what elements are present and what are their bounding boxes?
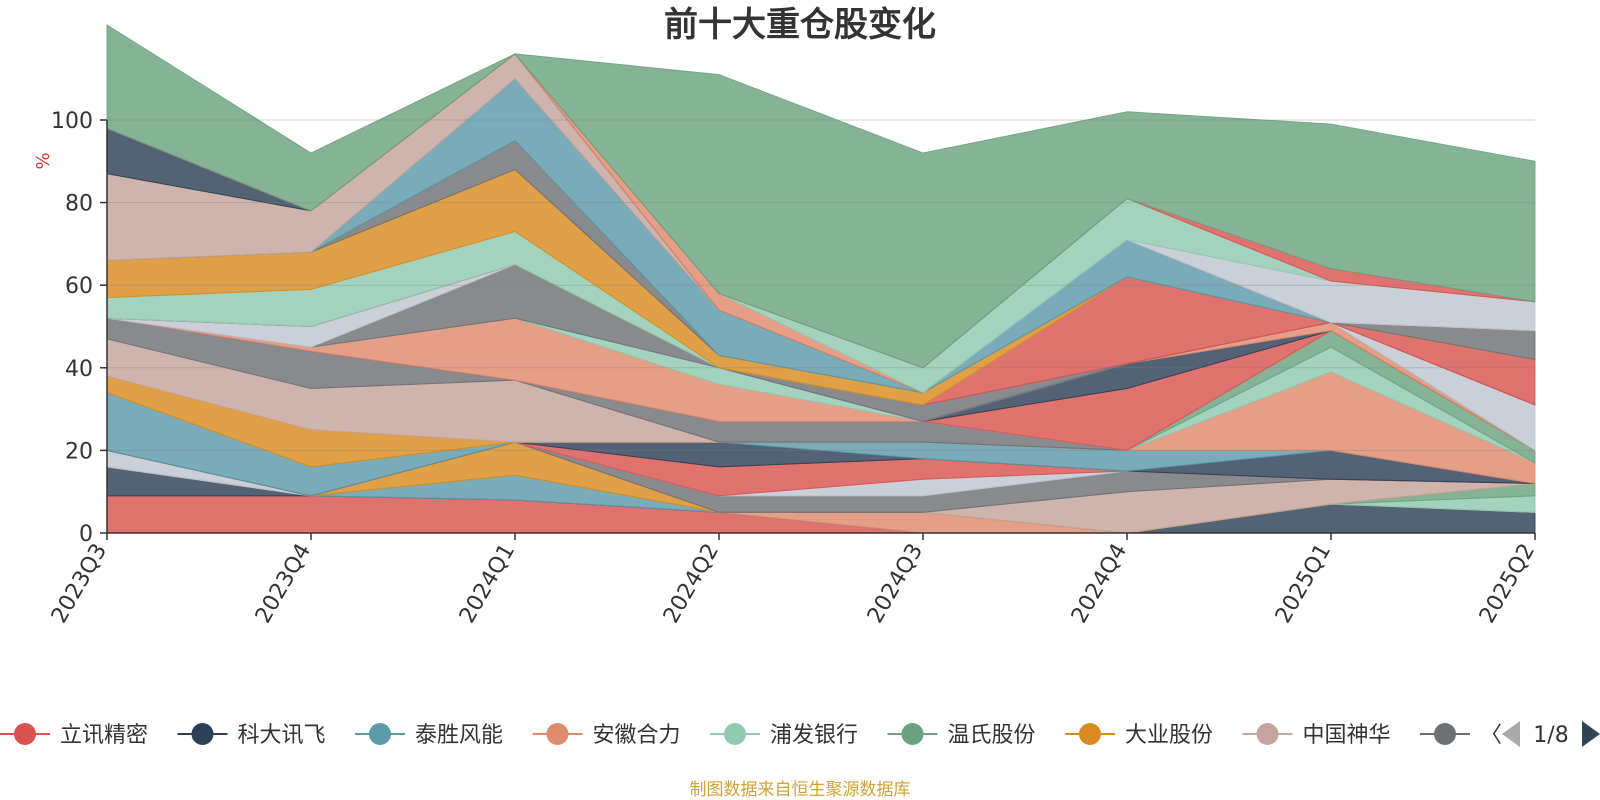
legend-prev-arrow-icon[interactable] [1502, 721, 1520, 747]
legend-circle-marker [14, 723, 36, 745]
x-tick-label: 2025Q2 [1475, 540, 1540, 628]
legend-label: 〈 [1480, 723, 1502, 748]
chart-title: 前十大重仓股变化 [664, 5, 936, 45]
legend-label: 中国神华 [1303, 723, 1391, 748]
legend-circle-marker [546, 723, 569, 745]
legend-page-indicator: 1/8 [1533, 723, 1568, 748]
y-axis-label: % [33, 152, 54, 169]
x-tick-label: 2023Q3 [47, 540, 112, 628]
x-tick-label: 2025Q1 [1271, 540, 1336, 628]
y-tick-label: 0 [79, 522, 93, 547]
y-tick-label: 60 [65, 274, 93, 299]
x-tick-label: 2024Q1 [455, 540, 520, 628]
grid-lines [107, 119, 1535, 451]
legend-label: 大业股份 [1125, 723, 1213, 748]
legend-item[interactable]: 科大讯飞 [177, 723, 326, 748]
x-tick-label: 2023Q4 [251, 540, 316, 628]
y-tick-label: 100 [51, 109, 93, 134]
plot-area [106, 24, 1536, 534]
legend-item[interactable]: 泰胜风能 [355, 723, 503, 748]
legend-circle-marker [901, 723, 924, 745]
legend-item[interactable]: 大业股份 [1065, 723, 1213, 748]
legend-item[interactable]: 浦发银行 [710, 723, 858, 748]
x-tick-label: 2024Q2 [659, 540, 724, 628]
legend-item[interactable]: 〈 [1420, 723, 1502, 748]
legend-circle-marker [369, 723, 391, 745]
legend-circle-marker [191, 723, 214, 745]
y-tick-label: 40 [65, 357, 93, 382]
legend-label: 浦发银行 [770, 723, 858, 748]
legend-label: 科大讯飞 [238, 723, 326, 748]
legend-next-arrow-icon[interactable] [1582, 721, 1600, 747]
legend: 立讯精密 科大讯飞 泰胜风能 安徽合力 浦发银行 温氏股份 大业股份 中国神华 〈 1/8 [0, 721, 1600, 748]
legend-circle-marker [724, 723, 746, 745]
legend-circle-marker [1079, 723, 1101, 745]
y-tick-label: 20 [65, 439, 93, 464]
legend-circle-marker [1256, 723, 1279, 745]
legend-item[interactable]: 立讯精密 [0, 723, 148, 748]
y-tick-label: 80 [65, 192, 93, 217]
x-tick-label: 2024Q4 [1067, 540, 1132, 628]
legend-label: 安徽合力 [593, 723, 681, 748]
area-series-39 [106, 24, 1536, 369]
legend-item[interactable]: 中国神华 [1242, 723, 1391, 748]
legend-label: 温氏股份 [948, 723, 1036, 748]
x-tick-label: 2024Q3 [863, 540, 928, 628]
source-note: 制图数据来自恒生聚源数据库 [690, 780, 911, 800]
legend-label: 泰胜风能 [415, 723, 503, 748]
legend-label: 立讯精密 [60, 723, 148, 748]
legend-circle-marker [1434, 723, 1456, 745]
legend-item[interactable]: 安徽合力 [532, 723, 681, 748]
legend-item[interactable]: 温氏股份 [887, 723, 1036, 748]
